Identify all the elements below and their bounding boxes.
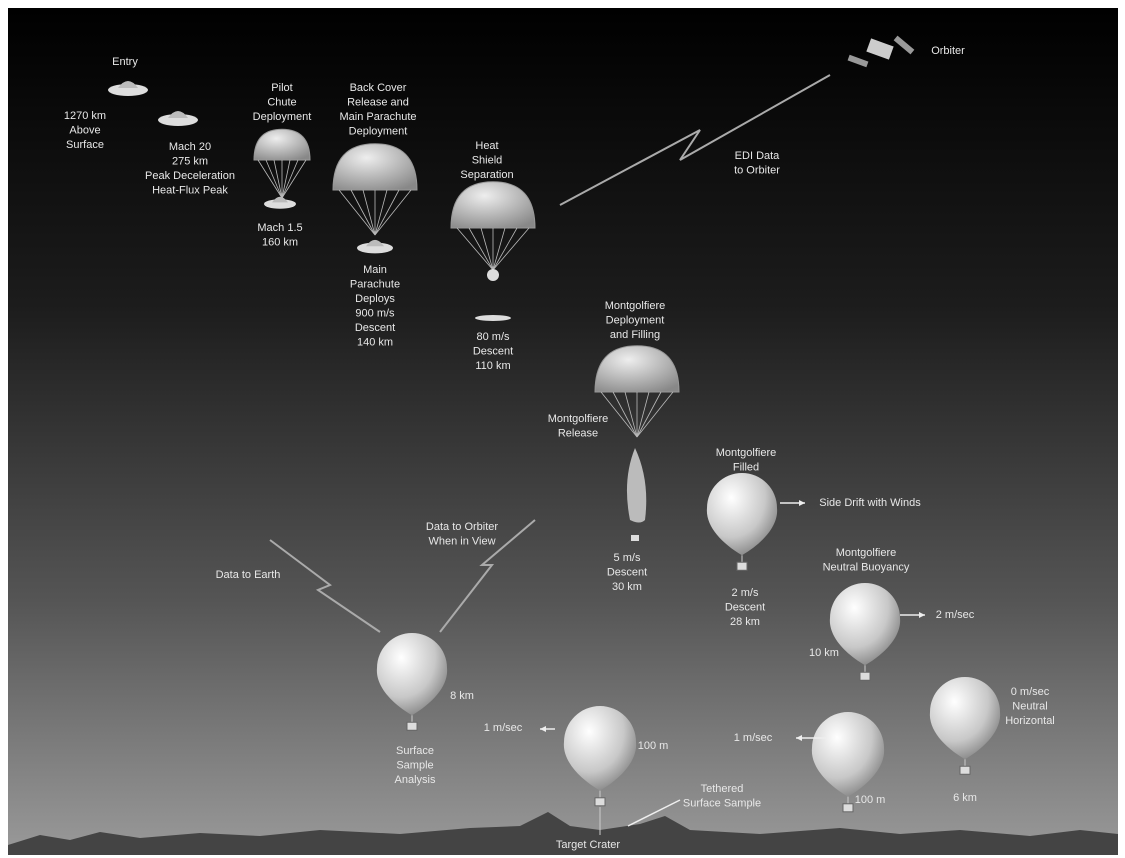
label-line: 28 km: [730, 616, 760, 628]
label-line: When in View: [428, 535, 495, 547]
label-line: Chute: [267, 96, 296, 108]
gondola: [843, 804, 853, 812]
label-line: Deployment: [253, 111, 312, 123]
label-line: Shield: [472, 154, 503, 166]
label-line: Deployment: [606, 314, 665, 326]
label-line: Descent: [355, 322, 395, 334]
label-line: Data to Orbiter: [426, 521, 498, 533]
label-line: Deploys: [355, 293, 395, 305]
label-line: 5 m/s: [614, 552, 641, 564]
label-line: 6 km: [953, 792, 977, 804]
label-line: Deployment: [349, 125, 408, 137]
label-line: Montgolfiere: [836, 547, 897, 559]
label-line: 110 km: [475, 360, 510, 372]
label-line: Filled: [733, 461, 759, 473]
label-line: Descent: [473, 345, 513, 357]
label-line: Montgolfiere: [716, 447, 777, 459]
gondola: [737, 562, 747, 570]
label-line: Montgolfiere: [548, 413, 609, 425]
label-line: Mach 1.5: [257, 222, 302, 234]
label-line: 100 m: [638, 740, 669, 752]
label-line: 1 m/sec: [484, 722, 523, 734]
label-line: Side Drift with Winds: [819, 497, 921, 509]
label-line: and Filling: [610, 329, 660, 341]
label-line: Neutral Buoyancy: [823, 561, 910, 573]
label-line: Horizontal: [1005, 715, 1055, 727]
label-line: EDI Data: [735, 150, 781, 162]
label-line: Release: [558, 427, 598, 439]
label-line: Target Crater: [556, 839, 621, 851]
label-line: 100 m: [855, 794, 886, 806]
label-line: Surface: [396, 745, 434, 757]
label-line: Tethered: [701, 783, 744, 795]
label-line: Heat-Flux Peak: [152, 184, 228, 196]
label-line: 80 m/s: [476, 331, 510, 343]
label-line: 2 m/sec: [936, 609, 975, 621]
gondola: [595, 798, 605, 806]
label-line: 160 km: [262, 236, 298, 248]
gondola: [631, 535, 639, 541]
label-line: Entry: [112, 56, 138, 68]
label-line: Pilot: [271, 82, 292, 94]
label-line: Surface: [66, 139, 104, 151]
label-line: Orbiter: [931, 45, 965, 57]
label-line: Mach 20: [169, 141, 211, 153]
label-line: 8 km: [450, 690, 474, 702]
label-line: to Orbiter: [734, 164, 780, 176]
label-line: 900 m/s: [355, 307, 395, 319]
mission-diagram: Entry 1270 km Above Surface Mach 20 275 km Pea…: [0, 0, 1125, 858]
label-line: Data to Earth: [216, 569, 281, 581]
label-line: Above: [69, 124, 100, 136]
label-line: 1270 km: [64, 110, 106, 122]
label-line: Descent: [725, 601, 765, 613]
label-line: Peak Deceleration: [145, 170, 235, 182]
label-line: 10 km: [809, 647, 839, 659]
label-line: Main: [363, 264, 387, 276]
probe: [487, 269, 499, 281]
label-line: Heat: [475, 140, 498, 152]
label-line: 1 m/sec: [734, 732, 773, 744]
label-line: Main Parachute: [339, 111, 416, 123]
gondola: [407, 722, 417, 730]
label-line: 30 km: [612, 581, 642, 593]
label-line: Separation: [460, 169, 513, 181]
label-line: Parachute: [350, 278, 400, 290]
label-line: Neutral: [1012, 700, 1047, 712]
label-line: Sample: [396, 759, 433, 771]
label-line: 0 m/sec: [1011, 686, 1050, 698]
label-line: 2 m/s: [732, 587, 759, 599]
label-line: Release and: [347, 96, 409, 108]
label-line: 275 km: [172, 155, 208, 167]
label-line: Analysis: [395, 774, 436, 786]
heat-shield: [475, 315, 511, 321]
gondola: [960, 766, 970, 774]
label-line: 140 km: [357, 336, 393, 348]
label-line: Back Cover: [350, 82, 407, 94]
gondola: [860, 672, 870, 680]
label-line: Descent: [607, 566, 647, 578]
label-line: Montgolfiere: [605, 300, 666, 312]
label-line: Surface Sample: [683, 797, 761, 809]
